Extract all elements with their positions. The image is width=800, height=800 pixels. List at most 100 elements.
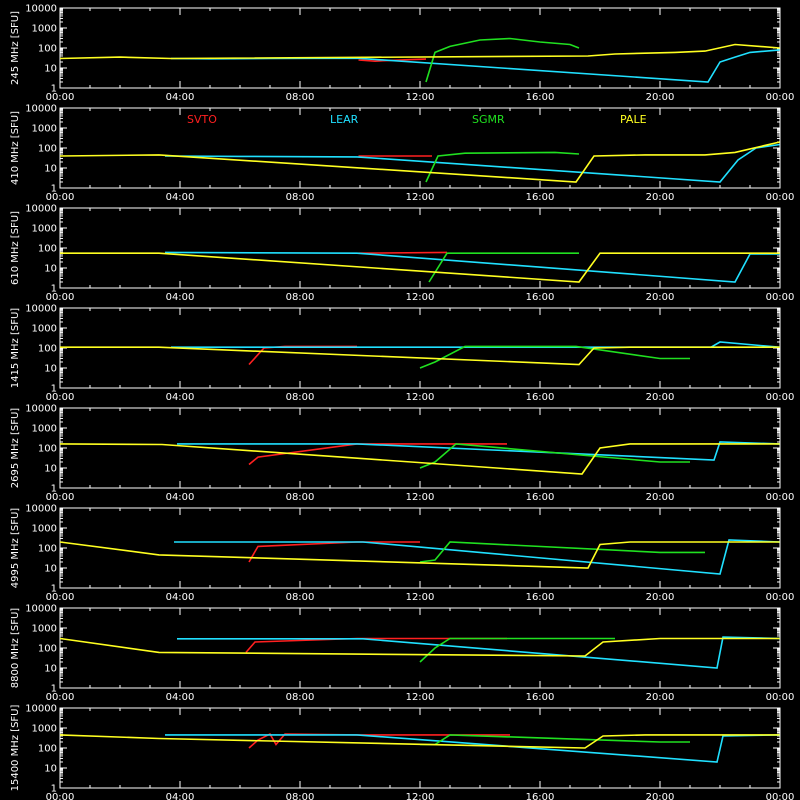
- y-tick-label: 10000: [25, 104, 57, 115]
- y-tick-label: 1: [51, 584, 57, 595]
- y-axis-label: 1415 MHz [SFU]: [10, 308, 21, 389]
- plot-frame: [59, 107, 781, 189]
- series-line-lear: [164, 143, 780, 183]
- x-tick-label: 00:00: [766, 92, 795, 103]
- series-line-pale: [60, 346, 780, 366]
- y-axis-label: 2695 MHz [SFU]: [10, 408, 21, 489]
- y-axis-label: 610 MHz [SFU]: [10, 211, 21, 285]
- y-tick-label: 10: [44, 364, 57, 375]
- series-line-svto: [248, 541, 420, 563]
- x-tick-label: 08:00: [286, 192, 315, 203]
- chart-panel: 1 10 100 1000 10000 00:00 04:00 08:00 12:00 16:00…: [10, 604, 794, 704]
- series-line-sgmr: [425, 37, 580, 83]
- x-tick-label: 08:00: [286, 392, 315, 403]
- series-line-lear: [164, 251, 780, 283]
- y-tick-label: 10: [44, 664, 57, 675]
- y-tick-label: 10: [44, 64, 57, 75]
- y-tick-label: 1000: [32, 524, 57, 535]
- y-tick-label: 1000: [32, 24, 57, 35]
- y-tick-label: 1000: [32, 224, 57, 235]
- y-tick-label: 10000: [25, 4, 57, 15]
- y-axis-label: 410 MHz [SFU]: [10, 111, 21, 185]
- x-tick-label: 16:00: [526, 92, 555, 103]
- legend-label-sgmr: SGMR: [472, 113, 505, 126]
- y-tick-label: 10000: [25, 404, 57, 415]
- x-tick-label: 00:00: [766, 692, 795, 703]
- x-tick-label: 00:00: [766, 792, 795, 800]
- y-axis-label: 4995 MHz [SFU]: [10, 508, 21, 589]
- x-tick-label: 00:00: [46, 92, 75, 103]
- x-tick-label: 04:00: [166, 492, 195, 503]
- legend-label-lear: LEAR: [330, 113, 359, 126]
- x-tick-label: 20:00: [646, 392, 675, 403]
- x-tick-label: 00:00: [46, 792, 75, 800]
- x-tick-label: 04:00: [166, 692, 195, 703]
- y-axis-label: 8800 MHz [SFU]: [10, 608, 21, 689]
- y-tick-label: 10: [44, 164, 57, 175]
- series-line-pale: [59, 734, 780, 749]
- series-line-pale: [60, 252, 780, 283]
- x-tick-label: 00:00: [766, 592, 795, 603]
- y-tick-label: 100: [38, 744, 57, 755]
- y-tick-label: 10: [44, 464, 57, 475]
- y-tick-label: 10000: [25, 704, 57, 715]
- x-tick-label: 16:00: [526, 292, 555, 303]
- series-line-lear: [170, 49, 780, 83]
- y-tick-label: 100: [38, 244, 57, 255]
- y-tick-label: 100: [38, 544, 57, 555]
- plot-frame: [59, 407, 781, 489]
- y-tick-label: 10: [44, 764, 57, 775]
- x-tick-label: 00:00: [46, 592, 75, 603]
- y-tick-label: 1: [51, 284, 57, 295]
- x-tick-label: 00:00: [766, 192, 795, 203]
- x-tick-label: 20:00: [646, 792, 675, 800]
- series-line-pale: [59, 541, 780, 569]
- x-tick-label: 12:00: [406, 592, 435, 603]
- x-tick-label: 16:00: [526, 792, 555, 800]
- y-tick-label: 1000: [32, 124, 57, 135]
- x-tick-label: 16:00: [526, 392, 555, 403]
- y-tick-label: 10: [44, 264, 57, 275]
- y-tick-label: 1: [51, 784, 57, 795]
- series-line-lear: [177, 636, 780, 669]
- series-line-sgmr: [419, 541, 705, 563]
- series-line-sgmr: [425, 151, 580, 183]
- x-tick-label: 04:00: [166, 92, 195, 103]
- series-line-sgmr: [419, 345, 690, 369]
- plot-frame: [59, 507, 781, 589]
- x-tick-label: 00:00: [766, 492, 795, 503]
- y-tick-label: 1000: [32, 724, 57, 735]
- x-tick-label: 16:00: [526, 692, 555, 703]
- y-tick-label: 10000: [25, 604, 57, 615]
- x-tick-label: 20:00: [646, 692, 675, 703]
- x-tick-label: 00:00: [766, 292, 795, 303]
- legend: SVTO LEAR SGMR PALE: [187, 113, 647, 126]
- plot-frame: [59, 207, 781, 289]
- series-line-sgmr: [419, 637, 615, 663]
- chart-panel: 1 10 100 1000 10000 00:00 04:00 08:00 12:00 16:00…: [10, 204, 794, 304]
- y-tick-label: 100: [38, 144, 57, 155]
- x-tick-label: 00:00: [46, 392, 75, 403]
- x-tick-label: 12:00: [406, 492, 435, 503]
- y-tick-label: 1: [51, 384, 57, 395]
- x-tick-label: 20:00: [646, 492, 675, 503]
- series-line-svto: [248, 732, 510, 749]
- y-tick-label: 10: [44, 564, 57, 575]
- y-tick-label: 1000: [32, 624, 57, 635]
- x-tick-label: 20:00: [646, 92, 675, 103]
- y-tick-label: 100: [38, 444, 57, 455]
- x-tick-label: 00:00: [766, 392, 795, 403]
- chart-panel: 1 10 100 1000 10000 00:00 04:00 08:00 12:00 16:00…: [10, 504, 794, 604]
- y-tick-label: 1000: [32, 424, 57, 435]
- chart-panel: 1 10 100 1000 10000 00:00 04:00 08:00 12:00 16:00…: [10, 404, 794, 504]
- x-tick-label: 12:00: [406, 692, 435, 703]
- y-tick-label: 100: [38, 44, 57, 55]
- series-line-sgmr: [419, 443, 690, 469]
- y-tick-label: 1: [51, 684, 57, 695]
- series-line-lear: [174, 539, 780, 575]
- chart-panel: 1 10 100 1000 10000 00:00 04:00 08:00 12:00 16:00…: [10, 4, 794, 104]
- x-tick-label: 00:00: [46, 692, 75, 703]
- y-tick-label: 100: [38, 344, 57, 355]
- x-tick-label: 16:00: [526, 592, 555, 603]
